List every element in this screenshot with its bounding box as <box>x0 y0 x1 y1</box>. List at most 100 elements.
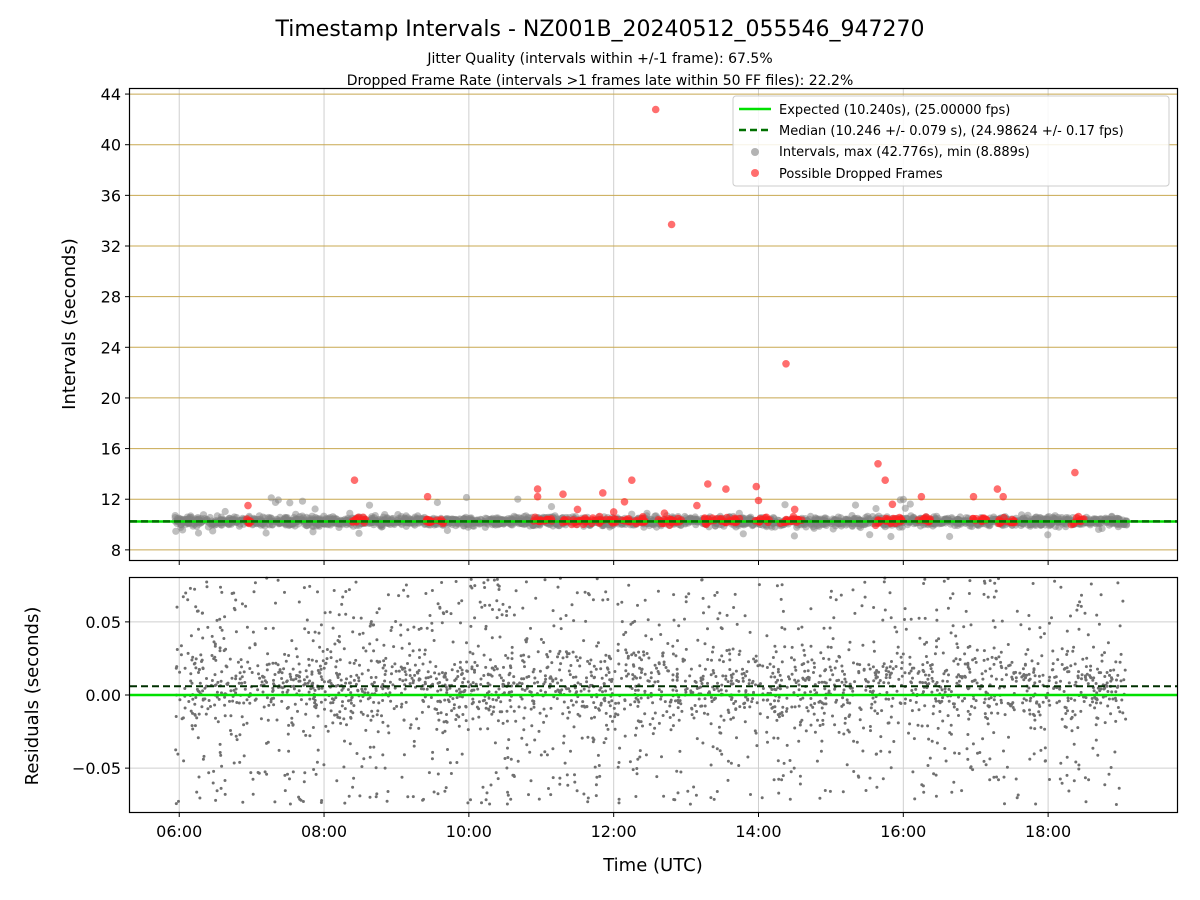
residual-point <box>877 670 881 674</box>
residual-point <box>503 757 507 760</box>
residual-point <box>741 676 745 680</box>
chart-subtitle-jitter: Jitter Quality (intervals within +/-1 fr… <box>426 51 772 67</box>
residual-point <box>848 682 852 686</box>
interval-point <box>514 495 522 503</box>
residual-point <box>798 723 802 727</box>
residual-point <box>329 709 333 713</box>
residual-point <box>1097 622 1101 626</box>
residual-point <box>400 702 404 706</box>
residual-point <box>804 729 808 733</box>
residual-point <box>693 704 697 707</box>
residual-point <box>712 671 716 675</box>
residual-point <box>347 588 351 592</box>
residual-point <box>899 655 903 659</box>
residual-point <box>995 775 998 779</box>
residual-point <box>392 707 396 711</box>
residual-point <box>1003 713 1007 717</box>
residual-point <box>360 672 364 676</box>
residual-point <box>484 701 488 705</box>
residual-point <box>634 726 638 730</box>
residual-point <box>785 709 788 713</box>
residual-point <box>694 793 698 797</box>
residual-point <box>486 681 490 685</box>
residual-point <box>999 698 1003 702</box>
residual-point <box>593 715 596 719</box>
interval-point <box>866 531 874 539</box>
residual-point <box>219 786 223 790</box>
residual-point <box>529 626 532 630</box>
residual-point <box>473 616 477 620</box>
residual-point <box>527 793 530 797</box>
residual-point <box>174 715 178 718</box>
residual-point <box>283 590 286 594</box>
residual-point <box>718 658 722 662</box>
residual-point <box>381 699 385 702</box>
residual-point <box>288 777 291 781</box>
residual-point <box>274 661 278 665</box>
residual-point <box>895 630 899 634</box>
residual-point <box>480 605 484 609</box>
residual-point <box>258 676 262 680</box>
residual-point <box>488 658 492 662</box>
residual-point <box>774 680 778 684</box>
residual-point <box>813 665 816 669</box>
residual-point <box>833 687 837 691</box>
residual-point <box>457 601 461 605</box>
residual-point <box>1093 706 1097 710</box>
residual-point <box>512 675 516 679</box>
residual-point <box>401 667 404 671</box>
residual-point <box>575 789 579 793</box>
residual-point <box>776 686 780 690</box>
residual-point <box>677 624 681 628</box>
residual-point <box>440 621 444 625</box>
residual-point <box>556 655 559 659</box>
residual-point <box>1118 624 1122 628</box>
residual-point <box>325 657 329 661</box>
residual-point <box>712 797 716 801</box>
residual-point <box>908 699 912 702</box>
residual-point <box>891 696 895 700</box>
residual-point <box>623 734 627 738</box>
residual-point <box>855 740 859 744</box>
residual-point <box>777 777 781 781</box>
residual-point <box>753 660 757 664</box>
residual-point <box>1064 712 1068 715</box>
residual-point <box>482 653 486 657</box>
residual-point <box>469 577 473 581</box>
residual-point <box>430 621 434 625</box>
residual-point <box>288 672 292 676</box>
residual-point <box>473 660 477 664</box>
residual-point <box>1060 663 1064 666</box>
residual-point <box>297 662 301 666</box>
residual-point <box>608 714 612 718</box>
residual-point <box>872 649 876 653</box>
residual-point <box>587 689 591 693</box>
residual-point <box>190 658 194 662</box>
residual-point <box>672 798 676 801</box>
residual-point <box>773 687 777 691</box>
residual-point <box>1051 649 1055 653</box>
residual-point <box>1032 670 1036 674</box>
residual-point <box>651 717 655 721</box>
residual-point <box>359 616 363 620</box>
interval-point <box>235 522 243 530</box>
residual-point <box>600 676 604 680</box>
residual-point <box>369 676 373 679</box>
residual-point <box>475 664 479 668</box>
residual-point <box>282 667 286 671</box>
dropped-frame-point <box>651 105 660 114</box>
residual-point <box>683 679 687 683</box>
residual-point <box>390 625 394 629</box>
residual-point <box>234 598 238 602</box>
residual-point <box>193 713 197 716</box>
residual-point <box>1016 793 1020 797</box>
residual-point <box>297 795 301 799</box>
residual-point <box>940 688 944 692</box>
residual-point <box>1095 716 1099 720</box>
residual-point <box>930 676 934 680</box>
residual-point <box>358 663 361 667</box>
residual-point <box>646 618 650 622</box>
residual-point <box>436 602 440 606</box>
residual-point <box>636 704 640 708</box>
residual-point <box>469 798 472 802</box>
